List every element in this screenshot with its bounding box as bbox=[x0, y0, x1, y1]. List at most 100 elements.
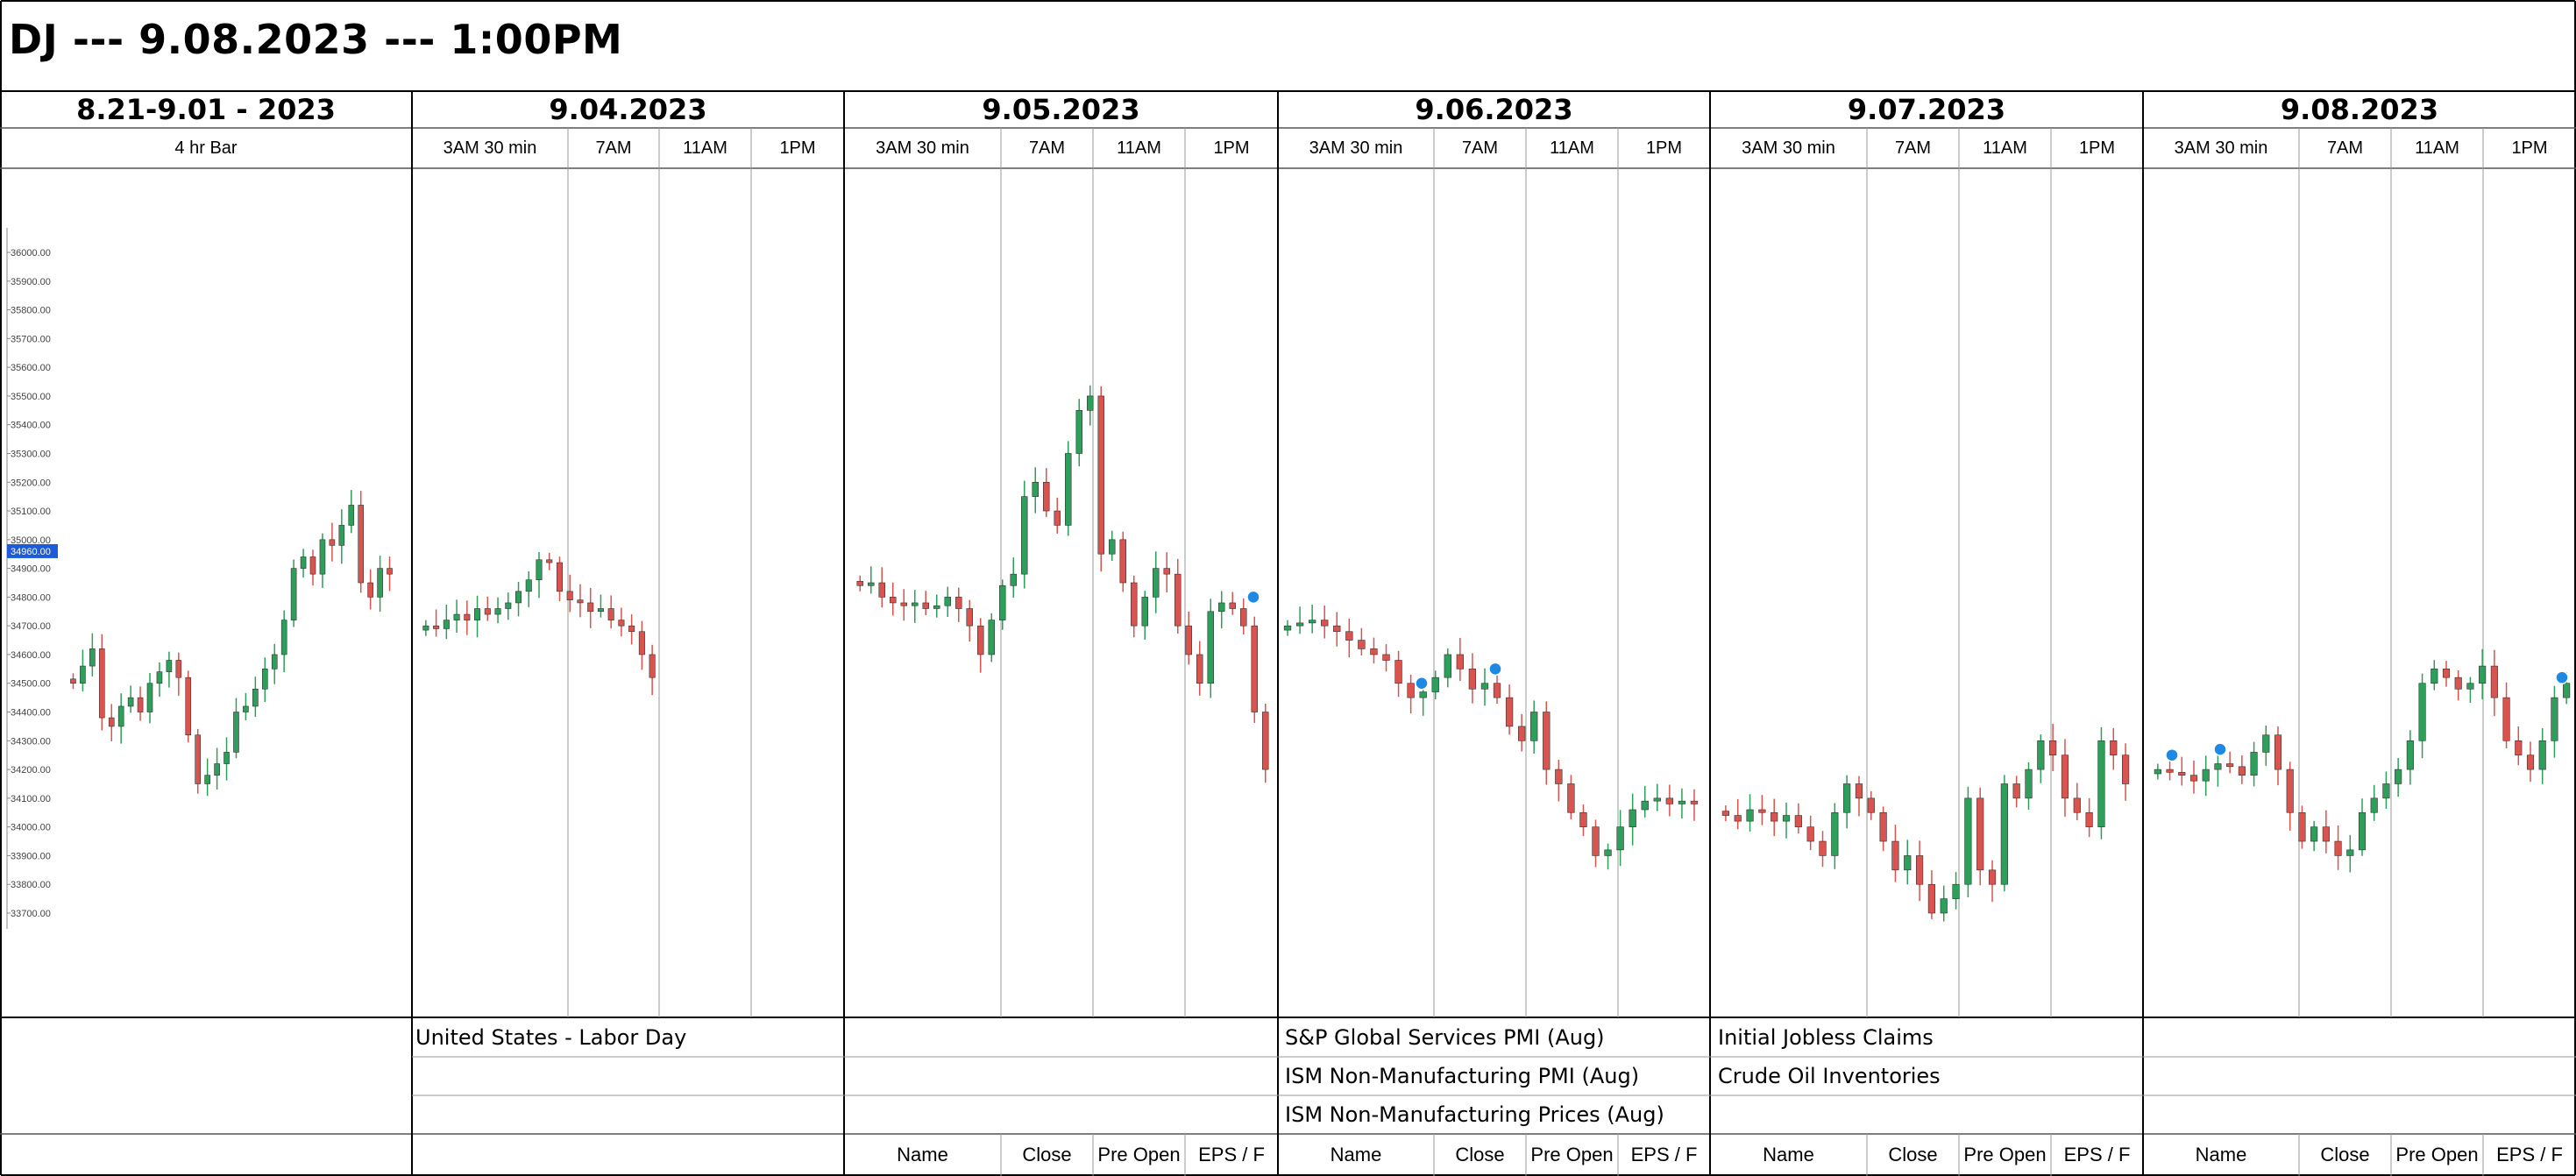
candle-body bbox=[1333, 625, 1341, 633]
candle-body bbox=[252, 688, 259, 707]
candle-body bbox=[2490, 665, 2498, 698]
candle-body bbox=[2049, 740, 2057, 755]
event-ism-prices: ISM Non-Manufacturing Prices (Aug) bbox=[1285, 1102, 1664, 1127]
candle bbox=[1480, 668, 1489, 706]
candle-body bbox=[1174, 573, 1182, 627]
candle-body bbox=[1431, 677, 1439, 692]
candle-body bbox=[2025, 769, 2033, 799]
candle-body bbox=[443, 620, 450, 629]
candle-body bbox=[1032, 481, 1039, 497]
candle-body bbox=[348, 505, 355, 526]
candle-body bbox=[1358, 640, 1366, 649]
candle-body bbox=[2346, 849, 2354, 856]
candle-body bbox=[1087, 395, 1094, 411]
candle-body bbox=[338, 525, 345, 546]
candle bbox=[1295, 606, 1304, 634]
candle-body bbox=[1915, 855, 1924, 885]
candle bbox=[912, 590, 919, 623]
candle-body bbox=[1771, 811, 1778, 822]
candle-body bbox=[2395, 769, 2402, 784]
candle bbox=[2298, 805, 2306, 849]
candle bbox=[1240, 599, 1247, 635]
session-label: 1PM bbox=[2078, 138, 2116, 158]
candle bbox=[1185, 611, 1192, 665]
candle-body bbox=[1185, 625, 1192, 655]
candle bbox=[1940, 885, 1948, 922]
candle-body bbox=[367, 582, 373, 598]
candle bbox=[195, 728, 202, 794]
candle bbox=[1819, 831, 1827, 868]
candle-body bbox=[224, 752, 230, 764]
candle bbox=[587, 587, 594, 628]
candle-body bbox=[1690, 800, 1699, 804]
footer-col-pre-open: Pre Open bbox=[2395, 1144, 2479, 1165]
candle bbox=[89, 633, 96, 677]
footer-col-eps-f: EPS / F bbox=[1198, 1144, 1265, 1165]
candle-body bbox=[1419, 691, 1427, 698]
candle bbox=[2012, 776, 2020, 808]
candle-body bbox=[2358, 811, 2367, 851]
page-title: DJ --- 9.08.2023 --- 1:00PM bbox=[9, 16, 623, 63]
session-label: 7AM bbox=[1028, 138, 1066, 158]
candle-body bbox=[2382, 783, 2390, 799]
candle bbox=[443, 604, 450, 640]
candle-body bbox=[1407, 683, 1415, 698]
candle-body bbox=[1940, 898, 1948, 914]
candle-body bbox=[1734, 815, 1742, 822]
candle-body bbox=[597, 608, 604, 613]
candle-body bbox=[999, 584, 1006, 620]
candle-body bbox=[1806, 826, 1814, 842]
candle bbox=[422, 620, 429, 636]
candle bbox=[2431, 660, 2438, 691]
y-tick-label: 33800.00 bbox=[11, 880, 51, 890]
candle-body bbox=[1592, 826, 1600, 856]
current-price-label: 34960.00 bbox=[11, 547, 51, 557]
y-tick-label: 34600.00 bbox=[11, 650, 51, 661]
candle-body bbox=[2238, 766, 2246, 776]
candle bbox=[224, 737, 230, 781]
candle bbox=[628, 614, 635, 645]
candle-body bbox=[474, 608, 481, 620]
candle bbox=[505, 592, 512, 620]
candle bbox=[1831, 803, 1839, 869]
candle-body bbox=[80, 665, 86, 684]
candle-body bbox=[514, 591, 522, 604]
candle-body bbox=[955, 597, 962, 609]
candle bbox=[108, 704, 115, 741]
candle bbox=[566, 574, 573, 613]
candle bbox=[1431, 670, 1439, 700]
candle bbox=[1283, 620, 1292, 636]
candle-body bbox=[377, 568, 383, 598]
panel-header: 9.08.2023 bbox=[2280, 93, 2439, 126]
footer-col-name: Name bbox=[897, 1144, 948, 1165]
candle-body bbox=[1505, 697, 1514, 727]
candle bbox=[433, 609, 440, 637]
candle-body bbox=[1988, 869, 1997, 885]
candle-body bbox=[108, 717, 115, 727]
candle bbox=[127, 685, 134, 713]
candle bbox=[1927, 870, 1936, 919]
candle bbox=[1321, 605, 1329, 639]
candle bbox=[2334, 825, 2342, 870]
session-label: 11AM bbox=[1117, 138, 1161, 158]
candle-body bbox=[1604, 849, 1612, 856]
candle bbox=[1555, 759, 1563, 802]
candle bbox=[1629, 793, 1636, 846]
candle bbox=[1087, 385, 1094, 426]
candle-body bbox=[146, 683, 153, 712]
candle-body bbox=[1641, 800, 1649, 811]
candle bbox=[1855, 776, 1863, 817]
candle-body bbox=[243, 705, 249, 712]
candle-body bbox=[922, 602, 929, 609]
candle-body bbox=[566, 591, 573, 600]
footer-col-pre-open: Pre Open bbox=[1530, 1144, 1614, 1165]
candle bbox=[1543, 701, 1551, 785]
candle bbox=[348, 490, 355, 534]
candle bbox=[80, 649, 86, 691]
candle bbox=[1604, 843, 1612, 870]
candle-body bbox=[1097, 395, 1104, 555]
candle bbox=[536, 551, 543, 599]
candle bbox=[1794, 803, 1802, 834]
candle-body bbox=[1794, 815, 1802, 827]
candle-body bbox=[1629, 809, 1636, 827]
